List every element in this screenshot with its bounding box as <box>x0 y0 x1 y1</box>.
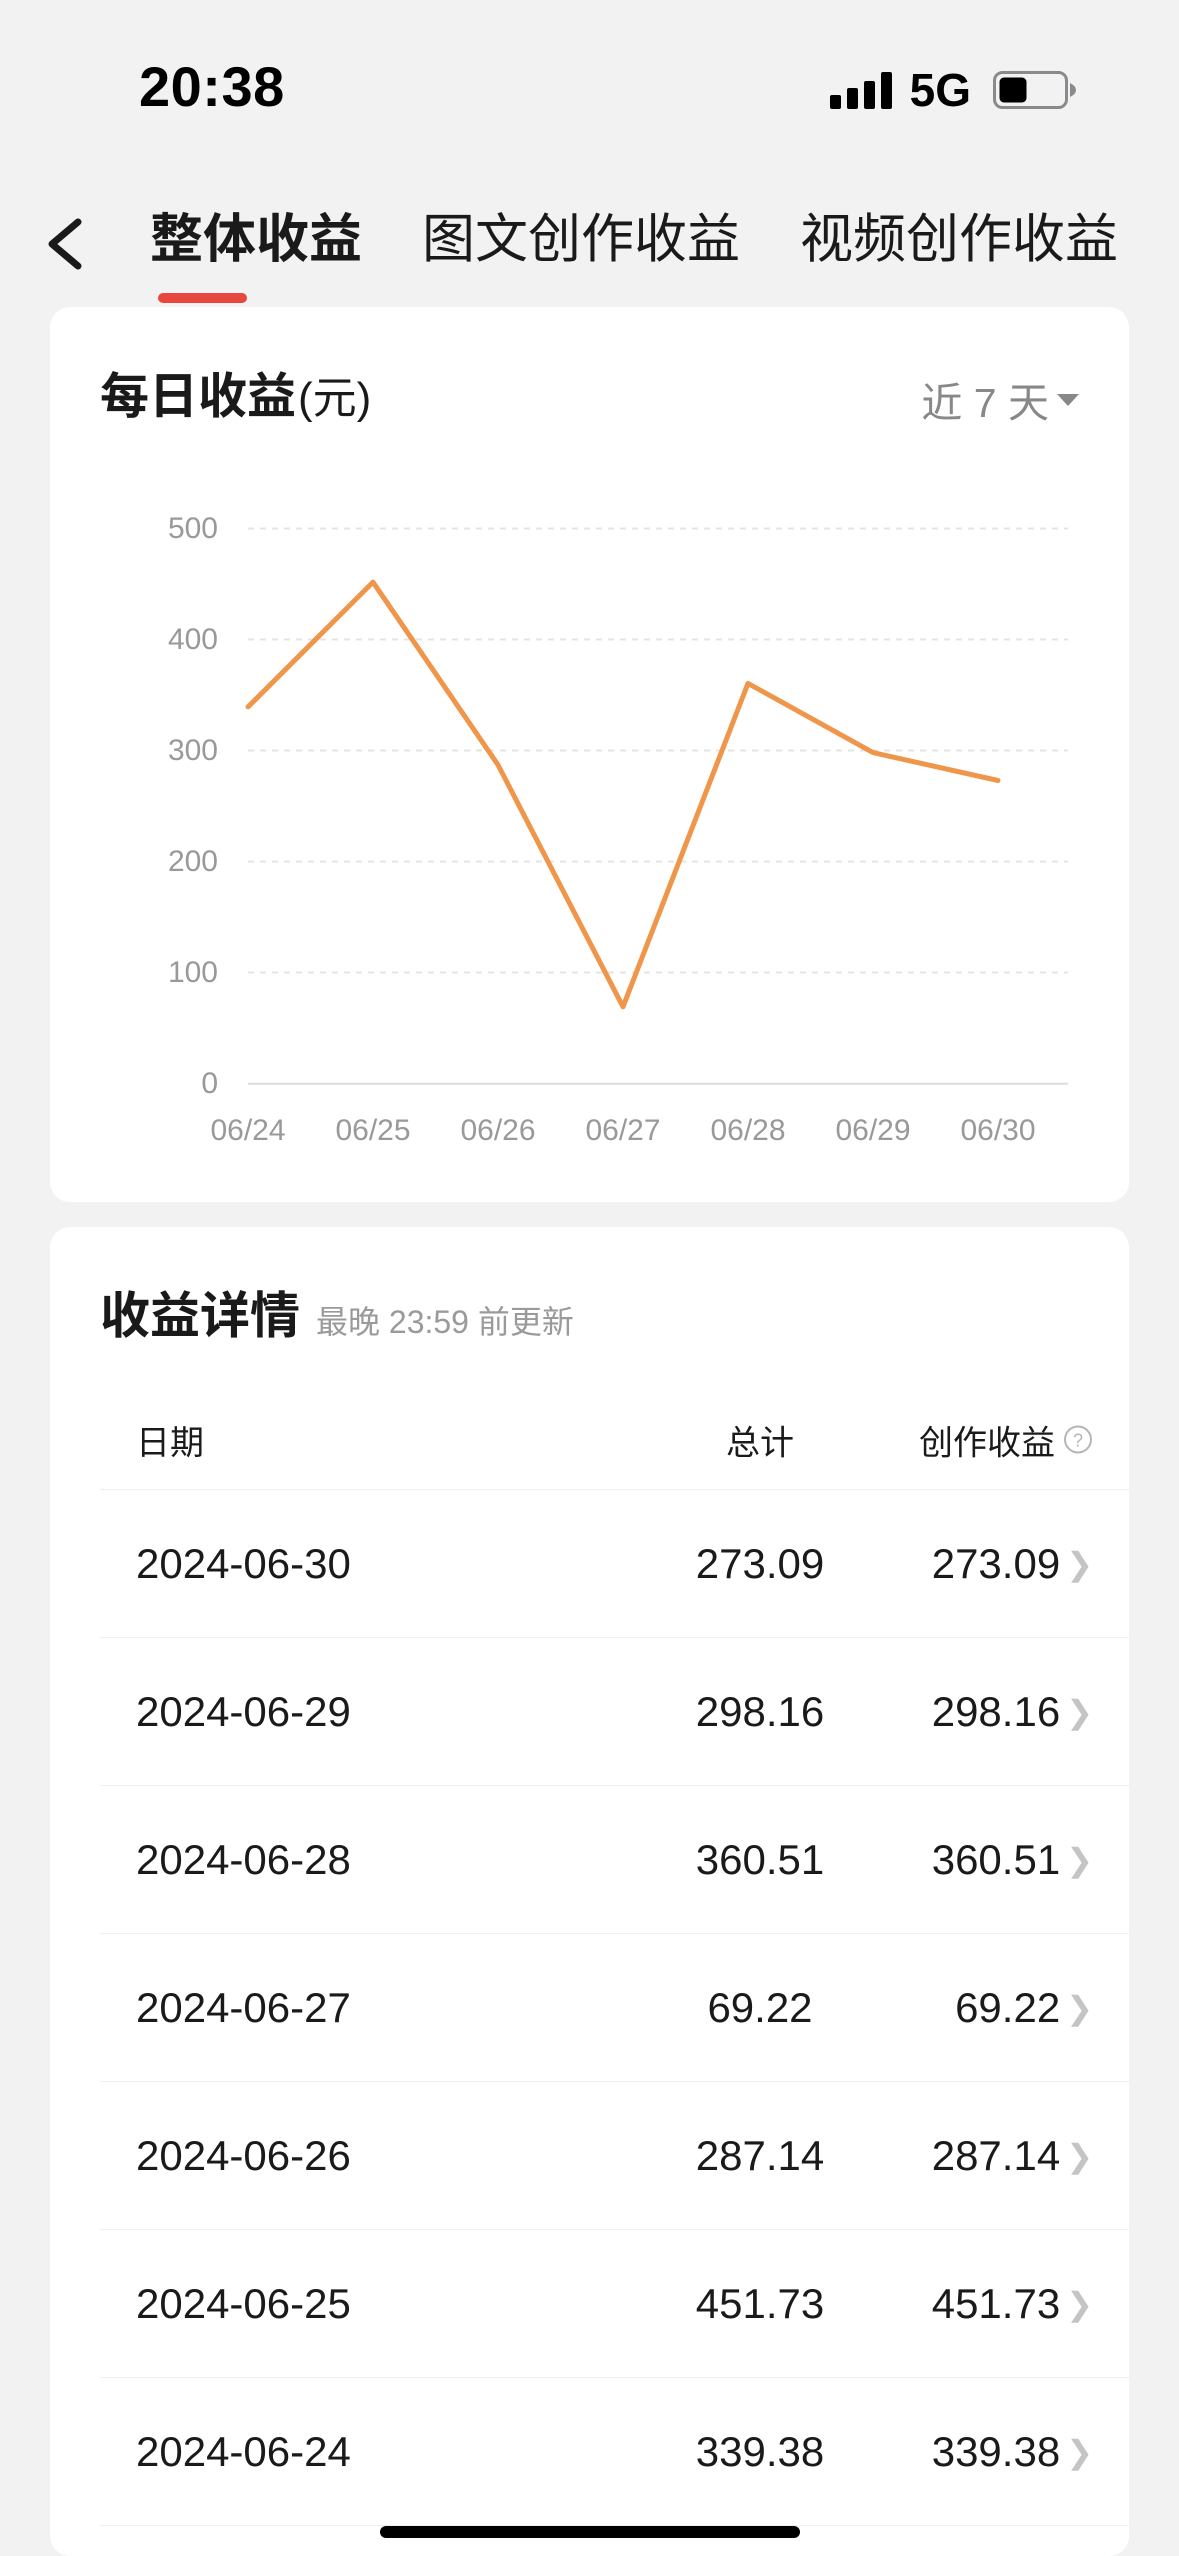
svg-text:06/26: 06/26 <box>460 1114 535 1147</box>
svg-text:06/30: 06/30 <box>960 1114 1035 1147</box>
svg-text:06/28: 06/28 <box>710 1114 785 1147</box>
svg-text:?: ? <box>1073 1431 1083 1451</box>
svg-text:06/29: 06/29 <box>835 1114 910 1147</box>
svg-text:500: 500 <box>168 512 218 545</box>
svg-text:300: 300 <box>168 734 218 767</box>
svg-text:06/25: 06/25 <box>335 1114 410 1147</box>
svg-text:400: 400 <box>168 623 218 656</box>
svg-text:06/27: 06/27 <box>585 1114 660 1147</box>
svg-text:100: 100 <box>168 956 218 989</box>
svg-text:06/24: 06/24 <box>210 1114 285 1147</box>
svg-text:200: 200 <box>168 845 218 878</box>
svg-text:0: 0 <box>201 1067 218 1100</box>
